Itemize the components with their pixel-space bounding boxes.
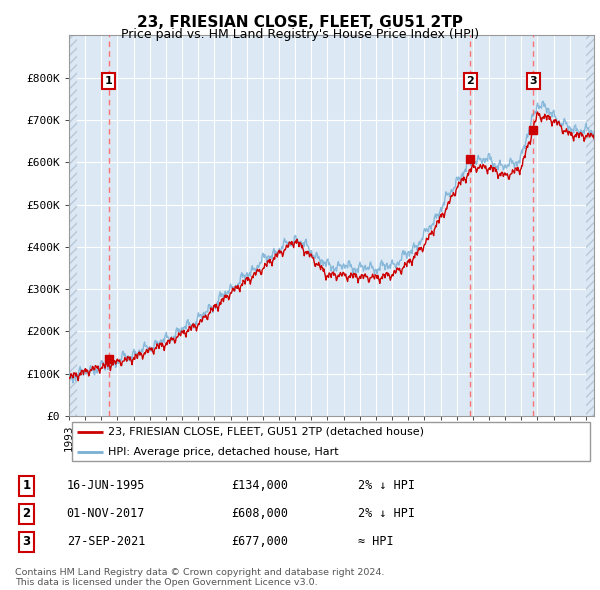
FancyBboxPatch shape <box>71 422 590 461</box>
Text: 16-JUN-1995: 16-JUN-1995 <box>67 480 145 493</box>
Text: 2: 2 <box>466 76 474 86</box>
Text: 1: 1 <box>105 76 113 86</box>
Text: 3: 3 <box>22 535 31 548</box>
Text: £134,000: £134,000 <box>231 480 288 493</box>
Text: £608,000: £608,000 <box>231 507 288 520</box>
Text: 27-SEP-2021: 27-SEP-2021 <box>67 535 145 548</box>
Text: £677,000: £677,000 <box>231 535 288 548</box>
Text: 1: 1 <box>22 480 31 493</box>
Text: 23, FRIESIAN CLOSE, FLEET, GU51 2TP: 23, FRIESIAN CLOSE, FLEET, GU51 2TP <box>137 15 463 30</box>
Text: 2% ↓ HPI: 2% ↓ HPI <box>358 480 415 493</box>
Text: HPI: Average price, detached house, Hart: HPI: Average price, detached house, Hart <box>109 447 339 457</box>
Text: Price paid vs. HM Land Registry's House Price Index (HPI): Price paid vs. HM Land Registry's House … <box>121 28 479 41</box>
Text: 23, FRIESIAN CLOSE, FLEET, GU51 2TP (detached house): 23, FRIESIAN CLOSE, FLEET, GU51 2TP (det… <box>109 427 424 437</box>
Text: Contains HM Land Registry data © Crown copyright and database right 2024.
This d: Contains HM Land Registry data © Crown c… <box>15 568 385 587</box>
Bar <box>69 35 77 416</box>
Text: 2% ↓ HPI: 2% ↓ HPI <box>358 507 415 520</box>
Text: 01-NOV-2017: 01-NOV-2017 <box>67 507 145 520</box>
Text: ≈ HPI: ≈ HPI <box>358 535 393 548</box>
Bar <box>586 35 594 416</box>
Text: 3: 3 <box>529 76 537 86</box>
Text: 2: 2 <box>22 507 31 520</box>
